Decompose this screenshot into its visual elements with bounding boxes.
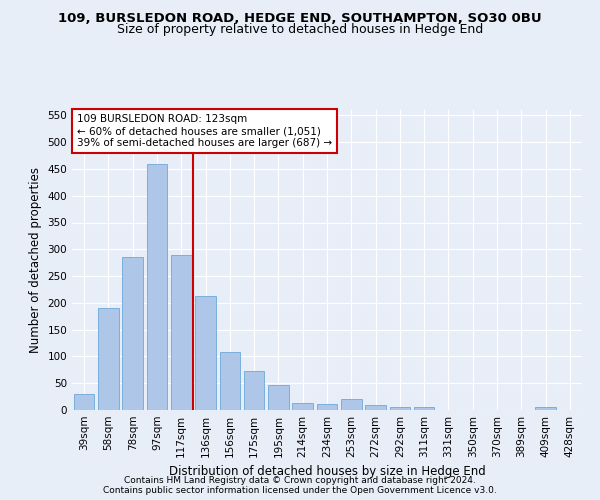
Bar [171, 254, 191, 410]
Bar [292, 403, 313, 410]
Bar [535, 408, 556, 410]
Bar [220, 352, 240, 410]
Y-axis label: Number of detached properties: Number of detached properties [29, 167, 42, 353]
Bar [74, 394, 94, 410]
Bar [389, 408, 410, 410]
Text: Contains HM Land Registry data © Crown copyright and database right 2024.: Contains HM Land Registry data © Crown c… [124, 476, 476, 485]
X-axis label: Distribution of detached houses by size in Hedge End: Distribution of detached houses by size … [169, 466, 485, 478]
Bar [268, 386, 289, 410]
Bar [244, 371, 265, 410]
Bar [365, 405, 386, 410]
Bar [317, 404, 337, 410]
Bar [146, 164, 167, 410]
Text: 109, BURSLEDON ROAD, HEDGE END, SOUTHAMPTON, SO30 0BU: 109, BURSLEDON ROAD, HEDGE END, SOUTHAMP… [58, 12, 542, 26]
Text: Contains public sector information licensed under the Open Government Licence v3: Contains public sector information licen… [103, 486, 497, 495]
Bar [122, 258, 143, 410]
Bar [195, 296, 216, 410]
Bar [98, 308, 119, 410]
Text: 109 BURSLEDON ROAD: 123sqm
← 60% of detached houses are smaller (1,051)
39% of s: 109 BURSLEDON ROAD: 123sqm ← 60% of deta… [77, 114, 332, 148]
Text: Size of property relative to detached houses in Hedge End: Size of property relative to detached ho… [117, 22, 483, 36]
Bar [341, 399, 362, 410]
Bar [414, 408, 434, 410]
